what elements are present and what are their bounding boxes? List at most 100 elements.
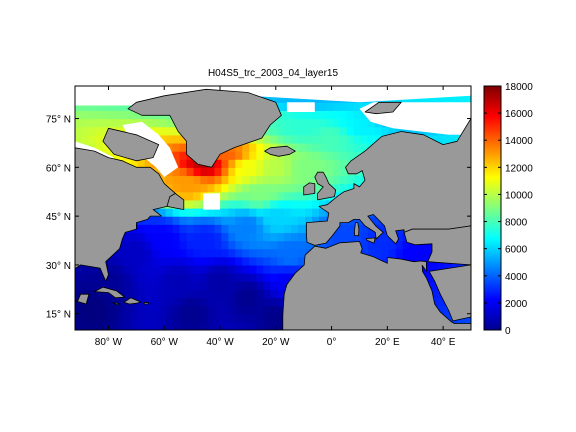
field-cell [207,321,216,330]
field-cell [88,110,97,120]
field-cell [186,216,195,225]
field-cell [193,224,202,233]
field-cell [332,102,341,111]
colorbar-tick-label: 10000 [505,190,533,201]
field-cell [144,305,153,315]
field-cell [235,159,243,168]
field-cell [249,232,257,242]
field-cell [360,126,369,136]
field-cell [298,232,306,242]
field-cell [277,273,285,282]
field-cell [339,126,348,136]
field-cell [291,199,299,209]
field-cell [179,167,188,177]
field-cell [151,216,160,225]
field-cell [137,305,146,315]
field-cell [186,256,195,266]
field-cell [144,273,153,282]
field-cell [325,126,334,136]
field-cell [284,94,292,103]
field-cell [319,199,327,209]
field-cell [367,134,376,144]
field-cell [123,256,132,266]
field-cell [423,94,432,103]
field-cell [249,248,257,258]
colorbar-tick-label: 12000 [505,163,533,174]
field-cell [277,183,285,193]
field-cell [312,118,320,128]
field-cell [388,248,397,258]
field-cell [325,151,334,160]
field-cell [291,142,299,152]
field-cell [88,134,97,144]
field-cell [95,110,104,120]
field-cell [312,216,320,225]
field-cell [360,232,369,242]
land-mass [102,127,160,162]
field-cell [312,151,320,160]
field-cell [186,199,195,209]
field-cell [319,167,327,177]
field-cell [263,216,271,225]
field-cell [277,240,285,250]
field-cell [395,248,404,258]
field-cell [200,224,209,233]
field-cell [277,118,285,128]
field-cell [263,289,271,299]
field-cell [221,289,229,299]
field-cell [137,289,146,299]
field-cell [249,297,257,307]
field-cell [130,289,139,299]
field-cell [409,248,418,258]
field-cell [179,281,188,290]
field-cell [193,313,202,323]
field-cell [284,159,292,168]
field-cell [332,232,341,242]
field-cell [172,321,181,330]
field-cell [249,281,257,290]
field-cell [193,305,202,315]
field-cell [305,208,313,217]
field-cell [298,126,306,136]
land-mass [353,222,360,237]
field-cell [291,224,299,233]
field-cell [179,297,188,307]
field-cell [165,256,174,266]
field-cell [81,313,90,323]
field-cell [235,183,243,193]
plot-area [75,86,471,330]
field-cell [235,313,243,323]
field-cell [305,110,313,120]
field-cell [430,281,439,290]
field-cell [305,134,313,144]
field-cell [158,240,167,250]
field-cell [298,208,306,217]
field-cell [298,191,306,201]
field-cell [116,256,125,266]
field-cell [270,191,278,201]
field-cell [165,134,174,144]
field-cell [193,208,202,217]
field-cell [346,151,355,160]
field-cell [270,118,278,128]
field-cell [109,102,118,111]
field-cell [284,126,292,136]
field-cell [270,281,278,290]
field-cell [228,175,236,185]
field-cell [284,264,292,274]
field-cell [88,297,97,307]
field-cell [172,126,181,136]
field-cell [381,240,390,250]
field-cell [235,224,243,233]
field-cell [319,151,327,160]
field-cell [179,191,188,201]
field-cell [186,232,195,242]
field-cell [88,102,97,111]
field-cell [137,281,146,290]
field-cell [339,151,348,160]
field-cell [137,313,146,323]
field-cell [270,183,278,193]
field-cell [116,102,125,111]
field-cell [381,248,390,258]
field-cell [221,175,229,185]
